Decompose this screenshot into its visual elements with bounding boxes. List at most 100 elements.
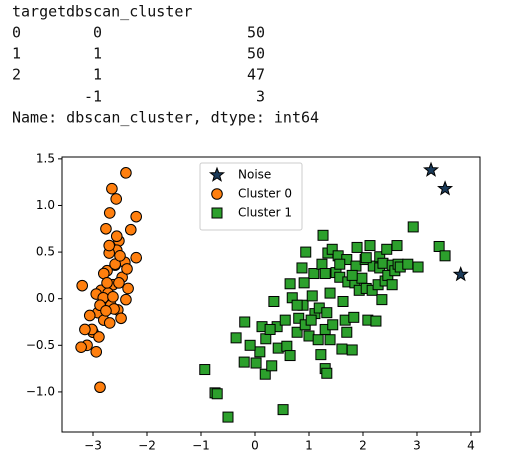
point-square	[305, 314, 317, 326]
x-tick-label: 3	[413, 439, 421, 453]
point-square	[346, 269, 358, 281]
point-square	[284, 278, 296, 290]
point-circle	[110, 230, 123, 243]
point-square	[211, 388, 223, 400]
point-circle	[107, 291, 119, 303]
point-square	[319, 268, 331, 280]
point-square	[279, 314, 291, 326]
point-star	[452, 266, 469, 282]
x-tick-label: −1	[192, 439, 210, 453]
point-circle	[83, 309, 96, 322]
axes-frame	[61, 156, 481, 433]
row-index: 2	[12, 66, 21, 84]
point-star	[437, 180, 454, 196]
point-square	[259, 368, 271, 380]
point-square	[336, 343, 348, 355]
point-square	[370, 315, 382, 327]
point-square	[317, 229, 329, 241]
point-square	[284, 350, 296, 362]
row-count: 50	[247, 24, 265, 42]
point-square	[327, 319, 339, 331]
point-square	[321, 367, 333, 379]
point-circle	[103, 317, 116, 329]
point-square	[199, 364, 211, 376]
point-square	[281, 340, 293, 352]
point-circle	[75, 341, 87, 353]
point-square	[402, 258, 414, 270]
point-circle	[130, 210, 142, 223]
point-circle	[76, 279, 88, 292]
point-star	[208, 166, 226, 182]
point-square	[315, 349, 327, 361]
point-square	[337, 295, 349, 307]
point-square	[250, 357, 262, 369]
row-cluster: -1	[84, 88, 102, 106]
point-circle	[121, 263, 133, 275]
y-tick-label: −0.5	[26, 338, 55, 352]
point-circle	[122, 282, 134, 295]
point-square	[230, 332, 242, 344]
legend-label: Noise	[238, 168, 271, 182]
point-square	[306, 290, 318, 302]
y-tick-label: 0.0	[36, 291, 55, 305]
x-tick-label: 1	[305, 439, 313, 453]
point-square	[298, 277, 310, 289]
point-square	[308, 268, 320, 280]
row-cluster: 1	[93, 66, 102, 84]
point-circle	[100, 222, 112, 235]
row-count: 3	[256, 88, 265, 106]
point-square	[300, 246, 312, 258]
point-circle	[113, 277, 125, 289]
x-tick-label: −2	[138, 439, 156, 453]
point-square	[381, 243, 393, 255]
row-index: 0	[12, 24, 21, 42]
legend-label: Cluster 1	[238, 206, 292, 220]
point-circle	[94, 381, 106, 394]
point-square	[433, 240, 445, 252]
point-square	[439, 250, 451, 262]
row-cluster: 0	[93, 24, 102, 42]
point-star	[423, 161, 440, 177]
point-circle	[211, 188, 223, 200]
point-square	[407, 221, 419, 233]
footer: Name: dbscan_cluster, dtype: int64	[12, 109, 319, 127]
row-count: 50	[247, 45, 265, 63]
point-square	[260, 333, 272, 345]
text-output: target dbscan_cluster 0 0 50 1 1 50 2 1 …	[12, 3, 319, 127]
point-circle	[124, 223, 137, 236]
point-square	[366, 284, 378, 296]
point-circle	[120, 293, 132, 306]
point-square	[376, 294, 388, 306]
x-tick-label: 0	[251, 439, 259, 453]
point-square	[254, 346, 266, 358]
legend-label: Cluster 0	[238, 187, 292, 201]
point-square	[334, 258, 346, 270]
point-circle	[106, 182, 118, 195]
point-square	[211, 207, 223, 219]
point-square	[324, 287, 336, 299]
point-square	[291, 299, 303, 311]
point-square	[264, 323, 276, 335]
point-circle	[130, 251, 142, 264]
point-square	[346, 344, 358, 356]
point-square	[293, 312, 305, 324]
point-square	[266, 360, 278, 372]
point-circle	[103, 207, 116, 219]
point-circle	[79, 323, 91, 336]
x-tick-label: −3	[84, 439, 102, 453]
y-tick-label: 1.0	[36, 198, 55, 212]
point-circle	[100, 305, 112, 317]
point-square	[303, 330, 315, 342]
point-circle	[115, 312, 127, 325]
point-square	[291, 326, 303, 338]
point-square	[316, 258, 328, 270]
header-cluster: dbscan_cluster	[66, 3, 192, 21]
row-count: 47	[247, 66, 265, 84]
y-tick-label: 1.5	[36, 151, 55, 165]
point-square	[312, 334, 324, 346]
point-square	[412, 261, 424, 273]
point-square	[386, 279, 398, 291]
point-square	[391, 240, 403, 252]
x-tick-label: 2	[359, 439, 367, 453]
point-circle	[114, 250, 126, 262]
